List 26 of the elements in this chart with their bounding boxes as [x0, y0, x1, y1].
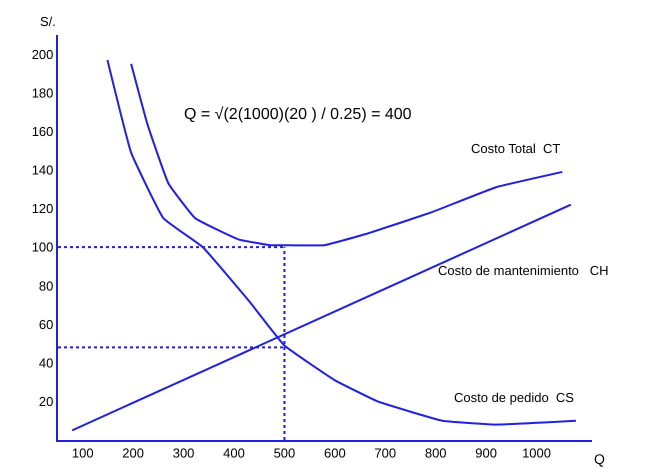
x-tick-label: 700 [374, 446, 396, 461]
y-axis-title: S/. [40, 14, 56, 29]
x-tick-label: 400 [223, 446, 245, 461]
y-tick-label: 160 [32, 124, 54, 139]
y-tick-label: 60 [38, 316, 54, 332]
y-tick-label: 140 [32, 162, 54, 178]
series-label: Costo de pedido CS [454, 390, 574, 405]
y-tick-label: 180 [32, 85, 54, 100]
series-label: Costo Total CT [471, 141, 560, 156]
x-tick-label: 200 [122, 446, 144, 461]
x-tick-label: 900 [475, 446, 497, 461]
annotation: Q = √(2(1000)(20 ) / 0.25) = 400 [184, 106, 412, 123]
x-tick-label: 300 [172, 446, 194, 461]
x-tick-label: 1000 [522, 446, 551, 461]
x-tick-label: 800 [424, 446, 447, 461]
y-tick-label: 120 [32, 201, 54, 216]
y-tick-label: 80 [38, 278, 54, 294]
x-tick-label: 100 [72, 446, 94, 461]
x-tick-label: 500 [274, 446, 296, 461]
y-tick-label: 20 [38, 394, 54, 409]
y-tick-label: 40 [38, 355, 54, 370]
x-tick-label: 600 [324, 446, 346, 461]
y-tick-label: 200 [32, 46, 54, 62]
series-label: Costo de mantenimiento CH [438, 263, 609, 278]
y-tick-label: 100 [32, 240, 54, 255]
x-axis-title: Q [594, 451, 605, 467]
